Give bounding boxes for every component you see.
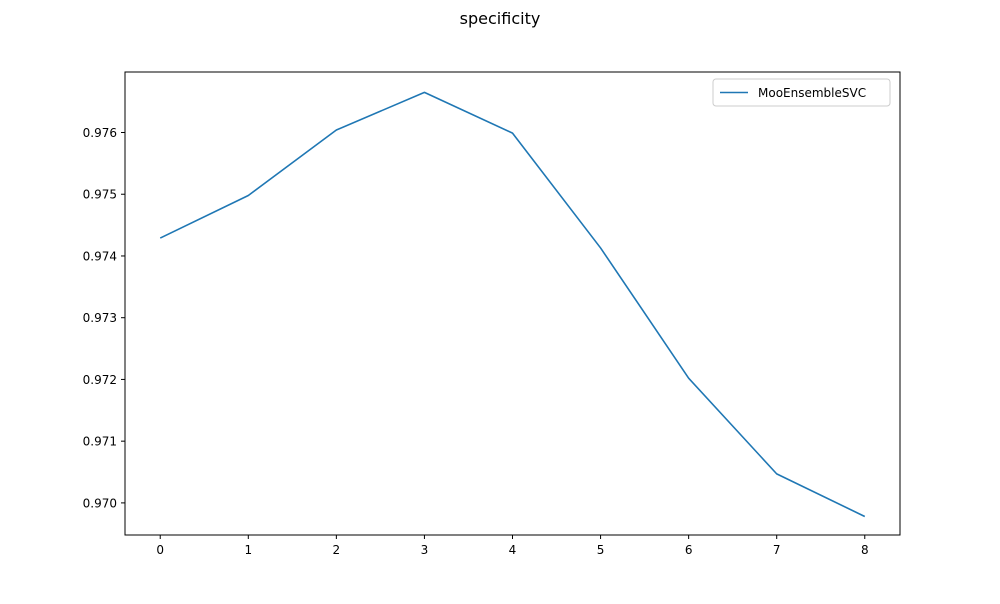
plot-area-frame xyxy=(125,72,900,535)
y-tick-label: 0.972 xyxy=(83,373,117,387)
x-tick-label: 8 xyxy=(861,543,869,557)
series-line xyxy=(160,92,865,516)
legend: MooEnsembleSVC xyxy=(713,79,890,106)
x-tick-label: 5 xyxy=(597,543,605,557)
legend-label: MooEnsembleSVC xyxy=(758,86,866,100)
y-tick-label: 0.974 xyxy=(83,249,117,263)
x-tick-label: 7 xyxy=(773,543,781,557)
y-tick-label: 0.976 xyxy=(83,126,117,140)
y-tick-label: 0.973 xyxy=(83,311,117,325)
axis-ticks: 0 1 2 3 4 5 6 7 8 0.970 0.971 0.972 0.973 0.974 0.975 0… xyxy=(83,126,869,557)
x-tick-label: 6 xyxy=(685,543,693,557)
x-tick-label: 1 xyxy=(244,543,252,557)
series-layer xyxy=(160,92,865,516)
x-tick-label: 0 xyxy=(156,543,164,557)
y-tick-label: 0.975 xyxy=(83,188,117,202)
x-tick-label: 2 xyxy=(333,543,341,557)
y-tick-label: 0.970 xyxy=(83,496,117,510)
chart-title: specificity xyxy=(0,9,1000,28)
y-tick-label: 0.971 xyxy=(83,435,117,449)
x-tick-label: 3 xyxy=(421,543,429,557)
x-tick-label: 4 xyxy=(509,543,517,557)
